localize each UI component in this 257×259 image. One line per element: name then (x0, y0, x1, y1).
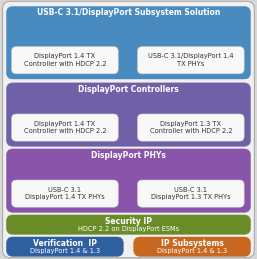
Text: USB-C 3.1/DisplayPort 1.4
TX PHYs: USB-C 3.1/DisplayPort 1.4 TX PHYs (148, 53, 234, 67)
FancyBboxPatch shape (6, 215, 251, 234)
Text: USB-C 3.1/DisplayPort Subsystem Solution: USB-C 3.1/DisplayPort Subsystem Solution (37, 9, 220, 17)
FancyBboxPatch shape (137, 114, 244, 141)
FancyBboxPatch shape (6, 149, 251, 212)
FancyBboxPatch shape (6, 83, 251, 146)
Text: DisplayPort 1.4 TX
Controller with HDCP 2.2: DisplayPort 1.4 TX Controller with HDCP … (24, 53, 106, 67)
Text: DisplayPort 1.4 & 1.3: DisplayPort 1.4 & 1.3 (30, 248, 100, 254)
FancyBboxPatch shape (6, 237, 123, 256)
Text: DisplayPort 1.3 TX
Controller with HDCP 2.2: DisplayPort 1.3 TX Controller with HDCP … (150, 121, 232, 134)
Text: DisplayPort 1.4 & 1.3: DisplayPort 1.4 & 1.3 (157, 248, 227, 254)
FancyBboxPatch shape (134, 237, 251, 256)
FancyBboxPatch shape (6, 6, 251, 79)
FancyBboxPatch shape (12, 47, 118, 74)
FancyBboxPatch shape (3, 1, 254, 258)
FancyBboxPatch shape (12, 180, 118, 207)
Text: DisplayPort 1.4 TX
Controller with HDCP 2.2: DisplayPort 1.4 TX Controller with HDCP … (24, 121, 106, 134)
Text: Verification  IP: Verification IP (33, 239, 97, 248)
Text: HDCP 2.2 on DisplayPort ESMs: HDCP 2.2 on DisplayPort ESMs (78, 226, 179, 232)
Text: DisplayPort Controllers: DisplayPort Controllers (78, 85, 179, 94)
Text: USB-C 3.1
DisplayPort 1.4 TX PHYs: USB-C 3.1 DisplayPort 1.4 TX PHYs (25, 187, 105, 200)
FancyBboxPatch shape (137, 180, 244, 207)
Text: USB-C 3.1
DisplayPort 1.3 TX PHYs: USB-C 3.1 DisplayPort 1.3 TX PHYs (151, 187, 231, 200)
FancyBboxPatch shape (137, 47, 244, 74)
Text: IP Subsystems: IP Subsystems (161, 239, 224, 248)
Text: DisplayPort PHYs: DisplayPort PHYs (91, 151, 166, 160)
FancyBboxPatch shape (12, 114, 118, 141)
Text: Security IP: Security IP (105, 217, 152, 226)
